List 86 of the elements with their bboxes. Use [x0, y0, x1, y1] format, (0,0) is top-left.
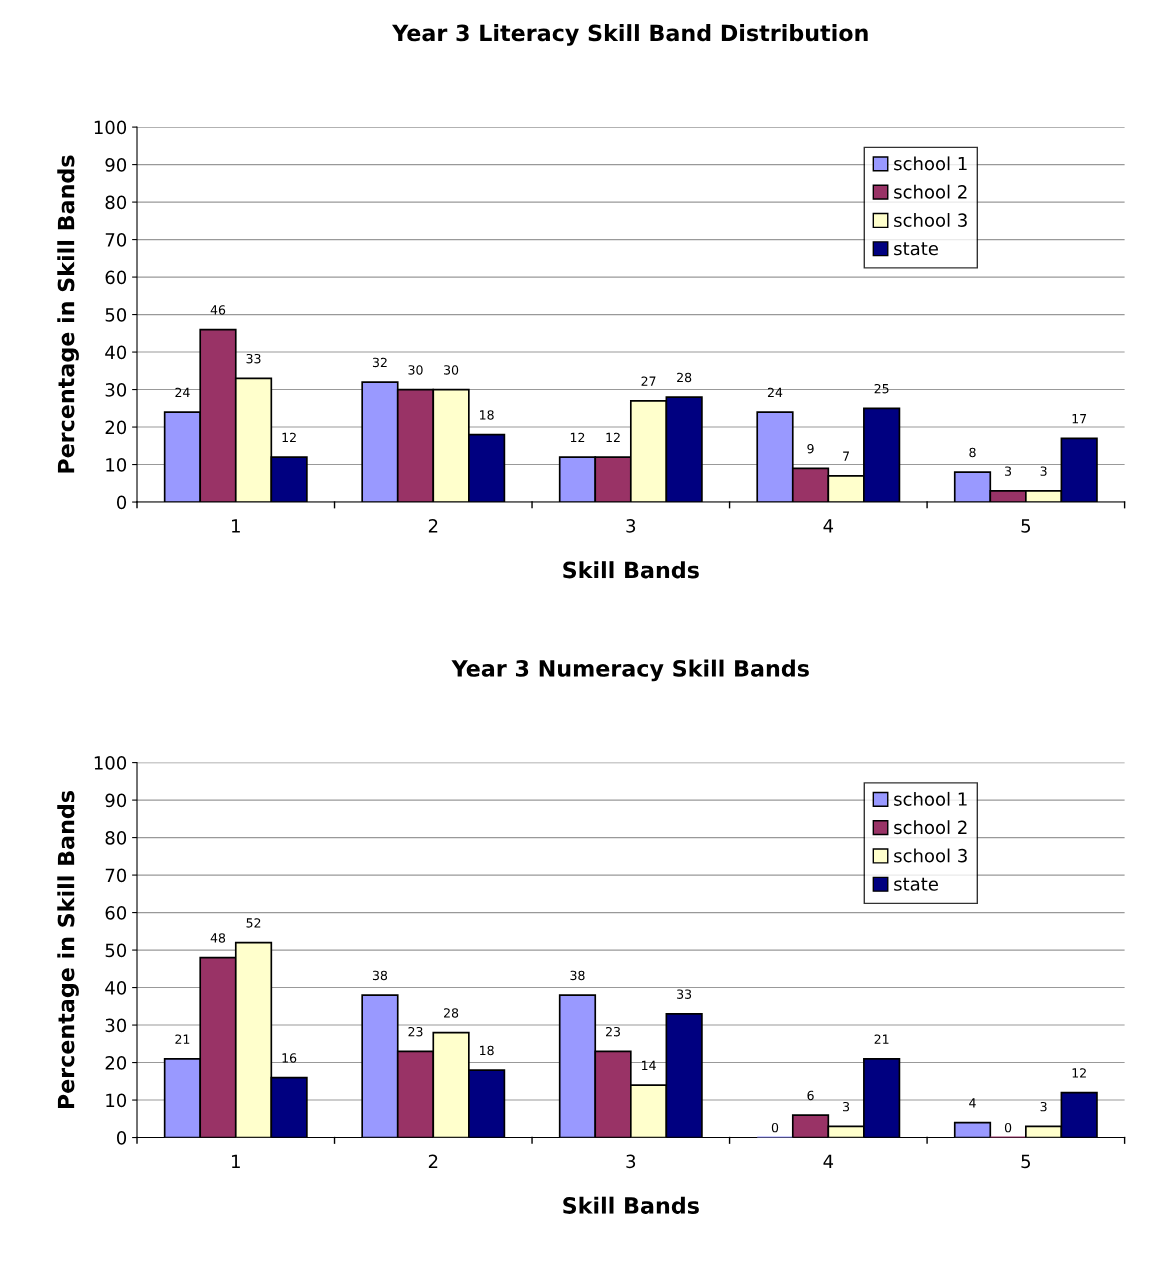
legend-label: school 3 [894, 213, 967, 227]
x-tick-label: 3 [626, 519, 636, 533]
data-label: 12 [1072, 1068, 1086, 1078]
legend-label: school 1 [894, 791, 967, 806]
data-label: 7 [843, 451, 850, 461]
data-label: 14 [642, 1060, 656, 1070]
y-tick-label: 20 [105, 1056, 127, 1070]
x-tick-label: 1 [232, 1154, 240, 1168]
legend-label: state [894, 877, 938, 891]
data-label: 12 [606, 432, 620, 442]
data-label: 27 [641, 376, 656, 386]
data-label: 28 [444, 1008, 459, 1018]
x-axis-title: Skill Bands [563, 1196, 699, 1214]
y-tick-label: 80 [105, 831, 127, 845]
data-label: 6 [807, 1090, 814, 1101]
data-label: 30 [408, 365, 423, 375]
data-label: 3 [843, 1101, 850, 1112]
y-tick-label: 90 [105, 793, 127, 808]
data-label: 0 [1004, 1122, 1012, 1133]
chart-title: Year 3 Literacy Skill Band Distribution [392, 24, 868, 46]
data-label: 21 [874, 1034, 889, 1044]
y-tick-label: 0 [116, 495, 127, 510]
x-tick-label: 3 [626, 1154, 636, 1169]
data-label: 24 [175, 387, 190, 397]
x-tick-label: 4 [823, 1154, 834, 1168]
x-tick-label: 5 [1021, 519, 1031, 533]
data-label: 3 [1040, 466, 1047, 476]
y-tick-label: 50 [105, 943, 127, 958]
data-label: 33 [246, 353, 261, 364]
y-tick-label: 0 [116, 1131, 127, 1145]
y-tick-label: 100 [94, 756, 127, 770]
legend-label: school 2 [894, 184, 967, 199]
y-axis-title: Percentage in Skill Bands [57, 155, 79, 473]
y-tick-label: 80 [105, 195, 127, 210]
y-tick-label: 60 [105, 270, 127, 285]
y-tick-label: 70 [105, 868, 127, 883]
data-label: 28 [677, 372, 692, 383]
data-label: 0 [771, 1122, 779, 1133]
y-tick-label: 100 [94, 120, 127, 135]
data-label: 23 [408, 1026, 423, 1037]
legend-label: school 3 [894, 848, 967, 863]
data-label: 32 [372, 357, 387, 368]
data-label: 16 [282, 1053, 297, 1063]
data-label: 8 [969, 447, 976, 458]
y-tick-label: 40 [105, 981, 127, 995]
y-tick-label: 70 [105, 233, 127, 247]
data-label: 3 [1040, 1101, 1047, 1112]
x-tick-label: 2 [428, 1154, 438, 1168]
data-label: 33 [677, 989, 692, 999]
y-tick-label: 10 [106, 1093, 127, 1108]
data-label: 48 [210, 933, 226, 943]
data-label: 30 [444, 365, 459, 375]
data-label: 9 [807, 443, 814, 454]
chart-title: Year 3 Numeracy Skill Bands [451, 659, 809, 682]
y-tick-label: 40 [105, 345, 127, 360]
data-label: 17 [1072, 414, 1087, 424]
data-label: 52 [246, 918, 261, 928]
data-label: 3 [1005, 466, 1012, 476]
x-tick-label: 4 [823, 519, 834, 533]
legend-label: school 1 [894, 156, 967, 171]
y-tick-label: 10 [106, 458, 127, 472]
y-tick-label: 60 [105, 906, 127, 920]
data-label: 4 [969, 1098, 976, 1108]
data-label: 12 [282, 432, 296, 442]
x-axis-title: Skill Bands [563, 561, 699, 579]
data-label: 12 [570, 432, 585, 442]
y-tick-label: 30 [105, 383, 127, 397]
x-tick-label: 2 [428, 519, 438, 533]
data-label: 21 [175, 1034, 190, 1044]
legend-label: school 2 [894, 820, 967, 835]
data-label: 38 [570, 970, 585, 981]
data-label: 25 [874, 383, 889, 394]
data-label: 18 [480, 410, 494, 420]
y-tick-label: 30 [105, 1018, 127, 1033]
y-axis-title: Percentage in Skill Bands [57, 791, 79, 1109]
data-label: 24 [767, 387, 783, 397]
y-tick-label: 20 [105, 420, 127, 435]
legend-label: state [894, 242, 938, 256]
data-label: 38 [372, 970, 388, 981]
x-tick-label: 5 [1021, 1154, 1031, 1169]
y-tick-label: 50 [105, 308, 127, 322]
data-label: 46 [210, 305, 226, 315]
x-tick-label: 1 [232, 519, 240, 533]
data-label: 23 [605, 1026, 620, 1037]
data-label: 18 [480, 1045, 494, 1056]
y-tick-label: 90 [105, 158, 127, 172]
